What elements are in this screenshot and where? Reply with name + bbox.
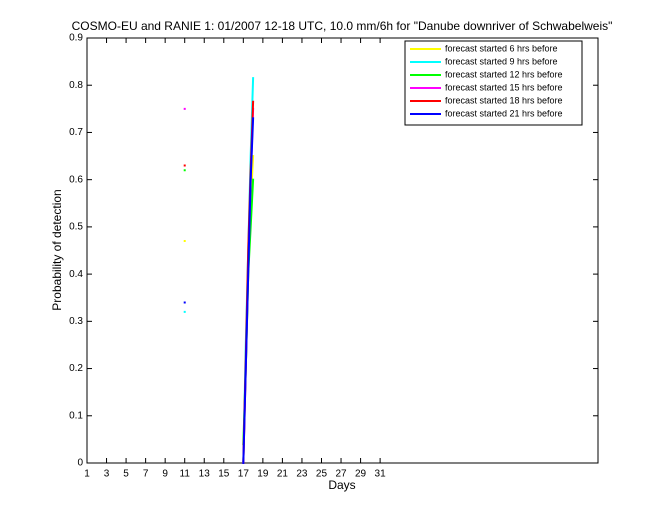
legend-label: forecast started 9 hrs before — [445, 56, 558, 66]
x-tick-label: 9 — [162, 469, 168, 480]
y-tick-label: 0.8 — [69, 80, 83, 91]
legend-box — [404, 40, 583, 126]
y-tick-label: 0.4 — [69, 269, 83, 280]
x-tick-label: 19 — [257, 469, 269, 480]
legend-label: forecast started 18 hrs before — [445, 95, 563, 105]
legend-label: forecast started 6 hrs before — [445, 43, 558, 53]
axes-box — [86, 37, 599, 464]
x-tick-label: 13 — [199, 469, 211, 480]
y-tick-label: 0.7 — [69, 127, 83, 138]
legend-label: forecast started 12 hrs before — [445, 69, 563, 79]
legend-label: forecast started 21 hrs before — [445, 108, 563, 118]
x-tick-label: 27 — [335, 469, 347, 480]
y-tick-label: 0.1 — [69, 410, 83, 421]
y-tick-label: 0.5 — [69, 222, 83, 233]
y-tick-label: 0 — [77, 458, 83, 469]
x-tick-label: 3 — [104, 469, 110, 480]
x-tick-label: 31 — [375, 469, 387, 480]
y-tick-label: 0.3 — [69, 316, 83, 327]
y-tick-label: 0.2 — [69, 363, 83, 374]
x-tick-label: 29 — [355, 469, 367, 480]
x-tick-label: 21 — [277, 469, 289, 480]
x-tick-label: 5 — [123, 469, 129, 480]
x-tick-label: 7 — [143, 469, 149, 480]
legend-label: forecast started 15 hrs before — [445, 82, 563, 92]
x-axis-label: Days — [328, 478, 355, 492]
x-tick-label: 23 — [296, 469, 308, 480]
x-tick-label: 11 — [180, 469, 191, 480]
y-tick-label: 0.9 — [69, 33, 83, 44]
x-tick-label: 1 — [84, 469, 90, 480]
chart-title: COSMO-EU and RANIE 1: 01/2007 12-18 UTC,… — [72, 19, 613, 33]
series-line — [183, 117, 255, 465]
y-axis-label: Probability of detection — [50, 189, 64, 310]
x-tick-label: 25 — [316, 469, 328, 480]
x-tick-label: 15 — [218, 469, 230, 480]
x-tick-label: 17 — [238, 469, 250, 480]
y-tick-label: 0.6 — [69, 174, 83, 185]
